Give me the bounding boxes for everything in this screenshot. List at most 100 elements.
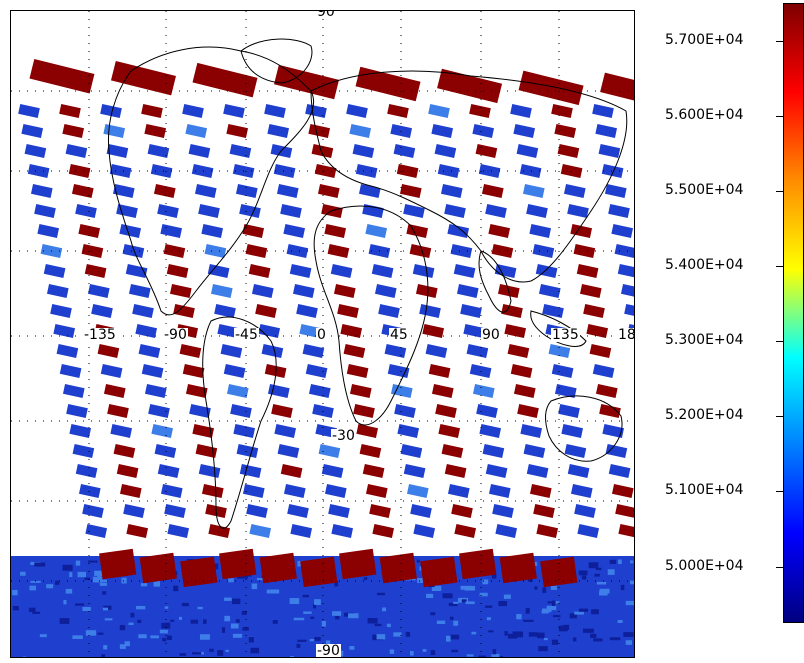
swath-segment <box>570 484 593 498</box>
antarctic-speckle <box>235 619 240 623</box>
antarctic-speckle <box>448 602 458 607</box>
antarctic-speckle <box>542 608 552 613</box>
swath-segment <box>403 464 426 478</box>
antarctic-speckle <box>544 638 548 641</box>
antarctic-speckle <box>162 637 167 642</box>
swath-segment <box>160 224 183 238</box>
antarctic-speckle <box>442 593 453 599</box>
antarctic-speckle <box>121 577 127 584</box>
antarctic-speckle <box>137 619 142 624</box>
antarctic-speckle <box>297 639 307 642</box>
antarctic-speckle <box>582 628 594 633</box>
swath-segment <box>419 304 441 318</box>
swath-segment <box>273 164 296 178</box>
swath-segment <box>576 264 599 278</box>
swath-segment <box>379 552 417 584</box>
antarctic-speckle <box>389 649 395 654</box>
antarctic-speckle <box>88 560 98 563</box>
swath-segment <box>598 144 621 158</box>
swath-segment <box>356 424 379 438</box>
swath-segment <box>318 444 341 458</box>
swath-segment <box>372 524 395 538</box>
antarctic-speckle <box>609 637 621 641</box>
antarctic-speckle <box>572 637 577 642</box>
swath-segment <box>586 324 609 338</box>
swath-segment <box>261 344 284 358</box>
swath-segment <box>289 264 312 278</box>
swath-segment <box>135 324 158 338</box>
antarctic-speckle <box>334 580 339 587</box>
swath-segment <box>110 60 176 96</box>
swath-segment <box>349 384 372 398</box>
swath-segment <box>437 164 460 178</box>
swath-segment <box>226 384 249 398</box>
swath-segment <box>207 264 230 278</box>
swath-segment <box>128 284 151 298</box>
antarctic-speckle <box>150 635 159 639</box>
swath-segment <box>82 504 104 518</box>
antarctic-speckle <box>72 635 83 639</box>
antarctic-speckle <box>486 617 491 621</box>
antarctic-speckle <box>491 573 497 579</box>
antarctic-speckle <box>314 599 321 605</box>
antarctic-speckle <box>541 610 549 614</box>
colorbar-tick <box>776 491 783 493</box>
antarctic-speckle <box>386 623 391 628</box>
antarctic-speckle <box>256 577 264 581</box>
antarctic-speckle <box>595 567 602 571</box>
africa-coast <box>313 205 429 426</box>
antarctic-speckle <box>232 633 243 638</box>
swath-segment <box>157 204 179 218</box>
antarctic-speckle <box>170 619 175 622</box>
antarctic-speckle <box>62 564 73 571</box>
swath-segment <box>526 464 549 478</box>
swath-segment <box>242 484 265 498</box>
swath-segment <box>611 484 634 498</box>
antarctic-speckle <box>97 575 102 579</box>
swath-segment <box>460 304 482 318</box>
swath-segment <box>454 524 477 538</box>
swath-segment <box>387 104 409 118</box>
antarctic-speckle <box>289 656 295 657</box>
swath-segment <box>353 404 375 418</box>
swath-segment <box>472 124 495 138</box>
antarctic-speckle <box>430 650 436 656</box>
swath-segment <box>169 284 192 298</box>
swath-segment <box>153 184 176 198</box>
swath-segment <box>274 64 340 100</box>
swath-segment <box>283 484 306 498</box>
colorbar-tick <box>776 416 783 418</box>
antarctic-speckle <box>348 613 359 619</box>
swath-segment <box>583 304 605 318</box>
swath-segment <box>71 184 94 198</box>
antarctic-speckle <box>289 598 300 604</box>
antarctic-speckle <box>242 627 249 631</box>
swath-segment <box>43 264 66 278</box>
swath-segment <box>223 104 245 118</box>
colorbar-tick-label: 5.100E+04 <box>665 482 744 499</box>
swath-segment <box>210 284 233 298</box>
swath-segment <box>481 184 504 198</box>
swath-segment <box>78 224 101 238</box>
antarctic-speckle <box>63 600 67 605</box>
antarctic-speckle <box>550 585 557 590</box>
swath-segment <box>274 424 297 438</box>
swath-segment <box>396 164 419 178</box>
swath-segment <box>37 224 60 238</box>
swath-segment <box>599 404 621 418</box>
swath-segment <box>355 66 421 102</box>
antarctic-speckle <box>179 653 187 656</box>
swath-segment <box>290 524 313 538</box>
swath-segment <box>518 70 584 106</box>
colorbar-tick <box>776 266 783 268</box>
colorbar-tick-label: 5.300E+04 <box>665 332 744 349</box>
swath-segment <box>337 304 359 318</box>
swath-segment <box>75 464 98 478</box>
antarctic-speckle <box>39 634 47 638</box>
swath-segment <box>29 59 95 94</box>
swath-segment <box>50 304 72 318</box>
coastline-layer <box>107 38 628 529</box>
antarctic-speckle <box>335 615 340 620</box>
swath-segment <box>84 264 107 278</box>
colorbar-tick-label: 5.400E+04 <box>665 257 744 274</box>
